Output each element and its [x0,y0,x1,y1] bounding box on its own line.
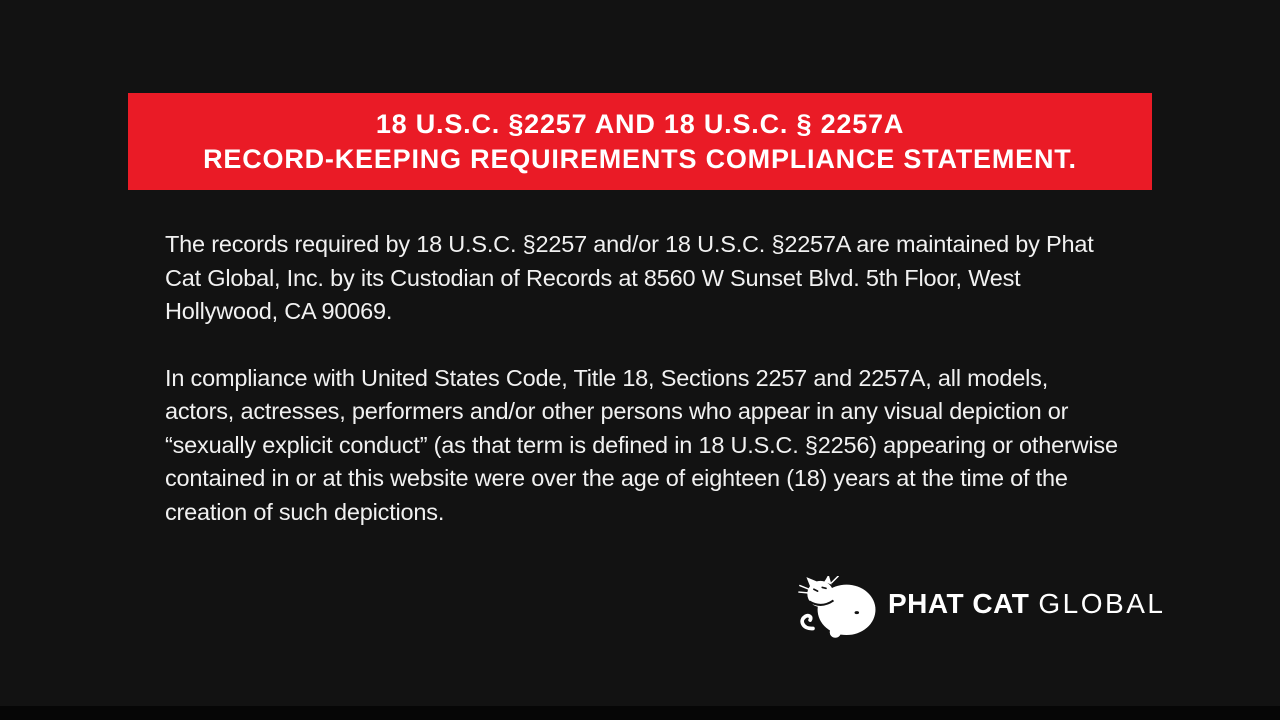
statement-body: The records required by 18 U.S.C. §2257 … [165,228,1120,562]
phat-cat-global-logo: PHAT CAT GLOBAL [798,576,1165,638]
logo-text-phat-cat: PHAT CAT [888,588,1030,619]
banner-title-line2: RECORD-KEEPING REQUIREMENTS COMPLIANCE S… [203,143,1077,174]
statement-paragraph-compliance: In compliance with United States Code, T… [165,364,1118,525]
statement-paragraph-records: The records required by 18 U.S.C. §2257 … [165,231,1094,324]
logo-wordmark: PHAT CAT GLOBAL [888,588,1165,620]
bottom-letterbox-bar [0,706,1280,720]
compliance-banner: 18 U.S.C. §2257 AND 18 U.S.C. § 2257A RE… [128,93,1152,190]
logo-text-global: GLOBAL [1038,588,1166,619]
banner-title-line1: 18 U.S.C. §2257 AND 18 U.S.C. § 2257A [375,108,905,139]
phat-cat-icon [798,576,876,638]
